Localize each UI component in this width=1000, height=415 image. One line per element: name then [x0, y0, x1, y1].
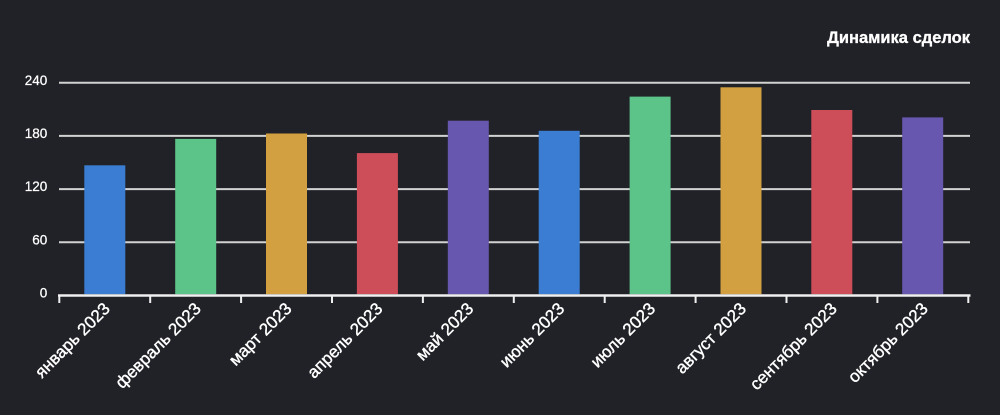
svg-text:0: 0 [40, 286, 48, 301]
svg-text:60: 60 [32, 232, 47, 247]
svg-text:Динамика сделок: Динамика сделок [827, 29, 971, 47]
svg-text:120: 120 [25, 179, 48, 194]
svg-text:240: 240 [25, 73, 48, 88]
svg-text:180: 180 [25, 126, 48, 141]
